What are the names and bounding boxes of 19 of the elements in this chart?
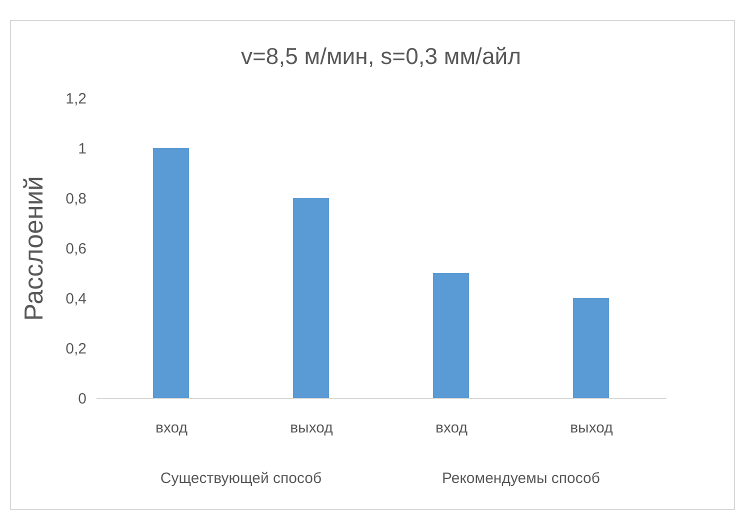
x-tick-label: вход: [155, 420, 188, 436]
y-tick-label: 0,8: [66, 190, 86, 208]
bar: [153, 148, 189, 398]
y-tick-label: 1: [78, 140, 86, 158]
y-tick-label: 0,6: [66, 240, 86, 258]
x-tick-label: выход: [570, 420, 614, 436]
bar: [433, 273, 469, 398]
y-axis-title: Расслоений: [18, 176, 49, 321]
y-tick-label: 1,2: [66, 90, 86, 108]
bar: [573, 298, 609, 398]
chart-title: v=8,5 м/мин, s=0,3 мм/айл: [240, 43, 522, 69]
text: Рекомендуемы способ: [442, 470, 600, 487]
y-tick-label: 0,2: [66, 340, 86, 358]
x-tick-label: выход: [290, 420, 334, 436]
x-tick-label: вход: [435, 420, 468, 436]
y-tick-label: 0: [78, 390, 86, 408]
text: Существующей способ: [160, 470, 322, 487]
bar: [293, 198, 329, 398]
y-tick-label: 0,4: [66, 290, 86, 308]
